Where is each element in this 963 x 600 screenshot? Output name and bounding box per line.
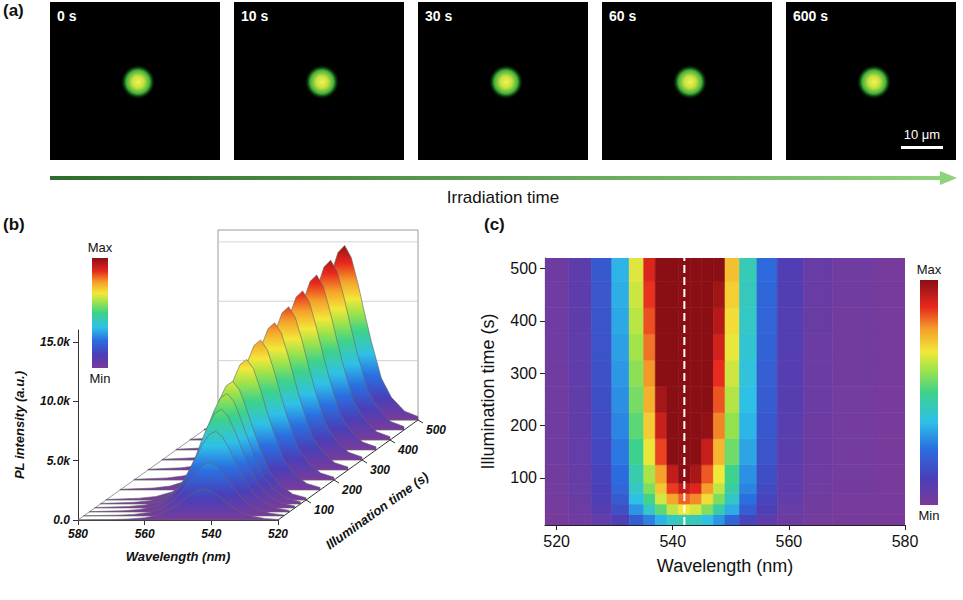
svg-text:200: 200 [510, 417, 537, 434]
svg-text:560: 560 [776, 533, 803, 550]
svg-text:Min: Min [90, 371, 111, 386]
svg-text:0.0: 0.0 [53, 513, 70, 527]
svg-text:500: 500 [426, 423, 446, 437]
svg-text:Wavelength (nm): Wavelength (nm) [126, 549, 231, 564]
svg-text:300: 300 [510, 365, 537, 382]
svg-text:Max: Max [88, 240, 113, 255]
svg-text:580: 580 [68, 527, 88, 541]
svg-text:(c): (c) [484, 215, 505, 234]
svg-text:100: 100 [314, 503, 334, 517]
svg-text:Max: Max [917, 262, 942, 277]
svg-text:540: 540 [659, 533, 686, 550]
svg-text:400: 400 [510, 312, 537, 329]
svg-text:10 μm: 10 μm [904, 127, 940, 142]
svg-text:(a): (a) [3, 1, 24, 20]
svg-text:Illumination time (s): Illumination time (s) [478, 313, 498, 469]
svg-text:10.0k: 10.0k [40, 394, 71, 408]
svg-text:(b): (b) [3, 215, 25, 234]
svg-text:560: 560 [135, 527, 155, 541]
svg-text:30 s: 30 s [425, 8, 452, 24]
svg-text:Irradiation time: Irradiation time [447, 188, 559, 207]
svg-text:10 s: 10 s [241, 8, 268, 24]
svg-text:400: 400 [397, 443, 418, 457]
svg-text:15.0k: 15.0k [40, 335, 71, 349]
svg-text:Illumination time (s): Illumination time (s) [323, 469, 432, 553]
svg-text:60 s: 60 s [609, 8, 636, 24]
svg-text:0 s: 0 s [57, 8, 77, 24]
svg-text:200: 200 [341, 483, 362, 497]
svg-text:540: 540 [201, 527, 221, 541]
svg-text:520: 520 [268, 527, 288, 541]
svg-text:300: 300 [370, 463, 390, 477]
svg-text:520: 520 [543, 533, 570, 550]
svg-text:5.0k: 5.0k [47, 454, 72, 468]
svg-text:Min: Min [919, 508, 940, 523]
svg-text:580: 580 [892, 533, 919, 550]
svg-text:Wavelength (nm): Wavelength (nm) [657, 556, 793, 576]
svg-text:100: 100 [510, 469, 537, 486]
svg-text:500: 500 [510, 260, 537, 277]
svg-text:600 s: 600 s [793, 8, 828, 24]
svg-text:PL intensity (a.u.): PL intensity (a.u.) [12, 371, 27, 479]
